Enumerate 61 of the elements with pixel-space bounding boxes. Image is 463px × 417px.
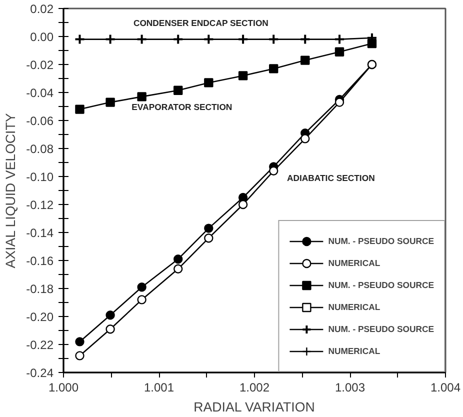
y-tick-label: 0.00	[30, 30, 54, 44]
point	[75, 337, 84, 346]
point	[137, 92, 146, 102]
point	[334, 47, 344, 56]
y-tick-label: -0.14	[26, 226, 54, 240]
y-tick-label: -0.10	[26, 170, 54, 184]
y-tick-label: -0.02	[26, 58, 54, 72]
y-tick-label: -0.20	[26, 310, 54, 324]
point	[334, 34, 345, 45]
point	[204, 234, 214, 243]
y-tick-label: -0.16	[26, 254, 54, 268]
legend-label: NUM. - PSEUDO SOURCE	[328, 280, 434, 290]
point	[106, 324, 115, 334]
y-tick-label: 0.02	[30, 2, 54, 16]
point	[74, 34, 86, 45]
y-tick-label: -0.24	[26, 366, 54, 380]
point	[174, 254, 183, 264]
point	[204, 224, 214, 233]
y-tick-label: -0.08	[26, 142, 54, 156]
x-tick-label: 1.002	[239, 380, 270, 394]
point	[174, 264, 183, 274]
x-tick-label: 1.000	[48, 380, 79, 394]
legend-label: NUMERICAL	[328, 258, 380, 268]
point	[268, 34, 280, 45]
point	[75, 104, 84, 114]
x-tick-label: 1.001	[144, 380, 174, 394]
legend-label: NUMERICAL	[328, 302, 380, 312]
point	[137, 282, 146, 292]
point	[300, 56, 310, 65]
y-tick-label: -0.06	[26, 114, 54, 128]
point	[334, 98, 344, 107]
point	[238, 34, 249, 45]
point	[106, 98, 115, 107]
legend-label: NUM. - PSEUDO SOURCE	[328, 236, 434, 246]
point	[269, 64, 278, 74]
point	[106, 310, 115, 320]
point	[238, 200, 248, 210]
annotation: CONDENSER ENDCAP SECTION	[133, 18, 268, 28]
x-tick-label: 1.004	[430, 380, 461, 394]
point	[137, 295, 146, 304]
y-tick-label: -0.12	[26, 198, 54, 212]
y-tick-label: -0.04	[26, 86, 54, 100]
point	[75, 351, 84, 360]
point	[300, 34, 311, 45]
legend-label: NUM. - PSEUDO SOURCE	[328, 324, 434, 334]
point	[204, 78, 214, 88]
y-axis-title: AXIAL LIQUID VELOCITY	[3, 113, 18, 268]
point	[136, 34, 148, 45]
annotation: ADIABATIC SECTION	[286, 172, 375, 183]
point	[203, 34, 214, 45]
point	[104, 34, 116, 45]
point	[300, 134, 310, 144]
annotation: EVAPORATOR SECTION	[132, 102, 232, 112]
point	[172, 34, 184, 45]
point	[174, 86, 183, 95]
y-tick-label: -0.22	[26, 338, 54, 352]
legend-label: NUMERICAL	[328, 346, 380, 356]
point	[238, 71, 248, 80]
y-tick-label: -0.18	[26, 282, 54, 296]
x-tick-label: 1.003	[334, 380, 366, 394]
x-axis-title: RADIAL VARIATION	[194, 400, 315, 414]
